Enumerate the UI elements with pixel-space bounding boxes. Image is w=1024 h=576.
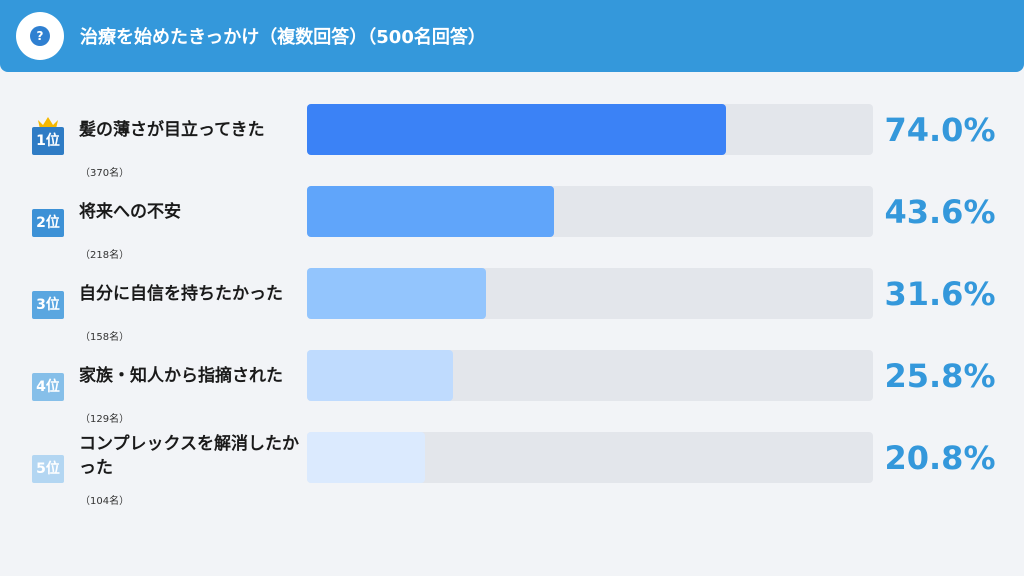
value-label: 31.6% [884,275,996,313]
category-label: 自分に自信を持ちたかった [79,284,283,304]
respondent-count: （218名） [80,250,130,261]
rank-badge: 1位 [32,127,64,155]
bar-track [307,186,873,237]
bar [307,432,425,483]
bar [307,186,554,237]
value-label: 74.0% [884,111,996,149]
category-label: 将来への不安 [79,202,181,222]
category-label: 家族・知人から指摘された [79,366,283,386]
respondent-count: （129名） [80,414,130,425]
chart-row: 4位 家族・知人から指摘された （129名） 25.8% [0,350,1024,430]
header-bar: ? 治療を始めたきっかけ（複数回答）（500名回答） [0,0,1024,72]
respondent-count: （370名） [80,168,130,179]
bar-track [307,432,873,483]
value-label: 25.8% [884,357,996,395]
bar-track [307,268,873,319]
respondent-count: （104名） [80,496,130,507]
chart-row: 1位 髪の薄さが目立ってきた （370名） 74.0% [0,104,1024,184]
category-label: コンプレックスを解消したかった [79,434,299,478]
category-label: 髪の薄さが目立ってきた [79,120,265,140]
bar-track [307,350,873,401]
rank-badge: 5位 [32,455,64,483]
chart-row: 3位 自分に自信を持ちたかった （158名） 31.6% [0,268,1024,348]
question-icon: ? [30,26,50,46]
rank-badge: 3位 [32,291,64,319]
chart-title: 治療を始めたきっかけ（複数回答）（500名回答） [80,27,486,48]
value-label: 43.6% [884,193,996,231]
respondent-count: （158名） [80,332,130,343]
rank-badge: 2位 [32,209,64,237]
rank-badge: 4位 [32,373,64,401]
value-label: 20.8% [884,439,996,477]
bar-track [307,104,873,155]
bar [307,104,726,155]
chart-row: 2位 将来への不安 （218名） 43.6% [0,186,1024,266]
question-badge: ? [16,12,64,60]
bar [307,350,454,401]
crown-icon [38,117,58,129]
chart-row: 5位 コンプレックスを解消したかった （104名） 20.8% [0,432,1024,512]
bar [307,268,486,319]
